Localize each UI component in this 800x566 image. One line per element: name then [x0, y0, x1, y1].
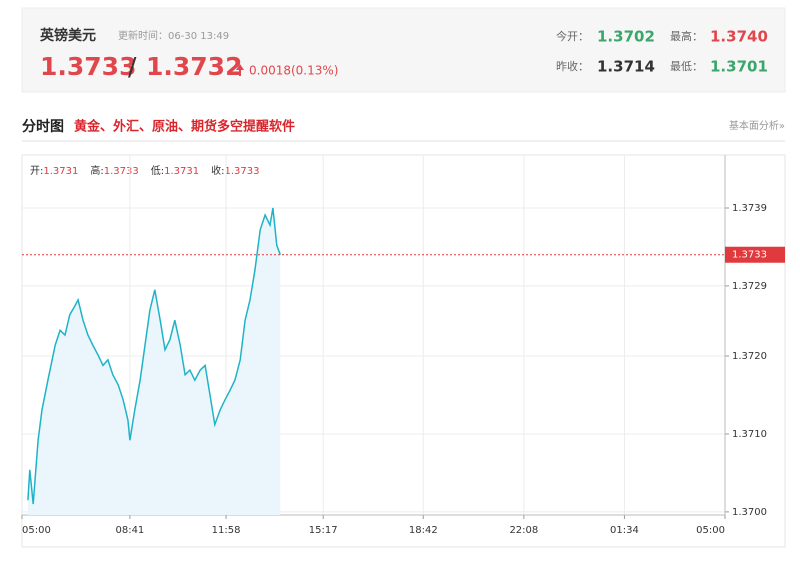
ohlc-row: 开: 1.3731 高: 1.3733 低: 1.3731 收: 1.3733: [30, 164, 260, 177]
y-tick-label: 1.3729: [732, 281, 767, 292]
section-title: 分时图: [22, 118, 64, 135]
symbol-name: 英镑美元: [39, 27, 96, 44]
last-price-label: 1.3733: [732, 250, 767, 261]
stat-value: 1.3701: [710, 58, 768, 76]
stat-label: 最高：: [670, 29, 703, 43]
stat-value: 1.3714: [597, 58, 655, 76]
x-tick-label: 15:17: [309, 525, 338, 536]
ohlc-label: 开:: [30, 166, 43, 177]
y-tick-label: 1.3739: [732, 203, 767, 214]
area: [27, 208, 281, 515]
stat-label: 昨收：: [556, 59, 589, 73]
quote-panel: [21, 7, 786, 93]
up-arrow: [236, 64, 244, 76]
ask-price: 1.3732: [146, 52, 242, 81]
promo-link[interactable]: 黄金、外汇、原油、期货多空提醒软件: [74, 119, 295, 135]
price-change: 0.0018(0.13%): [249, 64, 338, 78]
ohlc-value: 1.3733: [225, 166, 260, 177]
x-tick-label: 01:34: [610, 525, 639, 536]
x-tick-label: 08:41: [115, 525, 144, 536]
ohlc-value: 1.3731: [43, 166, 78, 177]
x-tick-label: 05:00: [696, 525, 725, 536]
last-price-badge: [725, 246, 785, 263]
ohlc-value: 1.3731: [164, 166, 199, 177]
stat-label: 最低：: [670, 60, 703, 73]
x-tick-label: 22:08: [509, 525, 538, 536]
ohlc-label: 收:: [211, 164, 224, 177]
x-tick-label: 18:42: [409, 525, 438, 536]
y-tick-label: 1.3720: [732, 351, 767, 362]
ohlc-label: 高:: [90, 164, 103, 177]
y-tick-label: 1.3710: [732, 429, 767, 440]
ohlc-value: 1.3733: [104, 166, 139, 177]
update-time: 更新时间：06-30 13:49: [118, 29, 229, 42]
stat-value: 1.3740: [710, 28, 768, 46]
analysis-link[interactable]: 基本面分析»: [729, 119, 785, 132]
x-tick-label: 05:00: [22, 525, 51, 536]
stat-label: 今开：: [556, 29, 589, 43]
ohlc-label: 低:: [151, 164, 164, 177]
separator: /: [128, 52, 137, 81]
x-tick-label: 11:58: [212, 525, 241, 536]
price-line: [27, 207, 282, 505]
stat-value: 1.3702: [597, 28, 655, 46]
bid-price: 1.3733: [40, 52, 136, 81]
y-tick-label: 1.3700: [732, 507, 767, 518]
chart-frame: [21, 154, 786, 548]
